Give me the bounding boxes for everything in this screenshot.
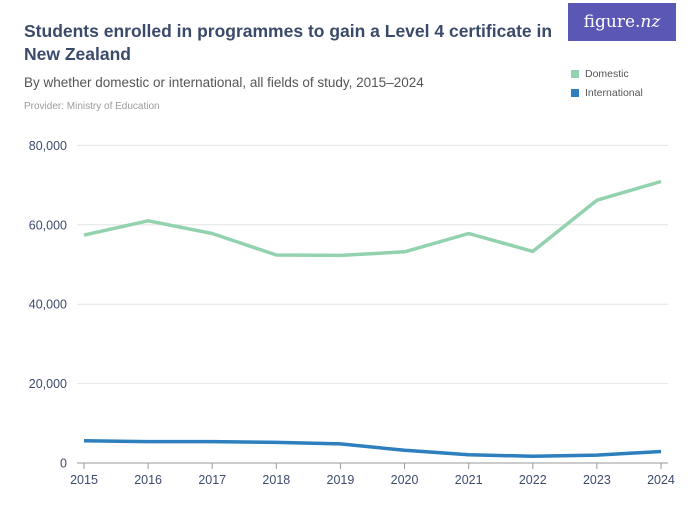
- legend-label-domestic: Domestic: [585, 68, 629, 80]
- legend-item-international: International: [571, 87, 643, 99]
- x-axis-year-label: 2022: [519, 473, 547, 487]
- y-axis-tick-label: 40,000: [29, 298, 67, 312]
- y-axis-tick-label: 20,000: [29, 377, 67, 391]
- figurenz-logo[interactable]: figure. nz: [568, 3, 676, 41]
- x-axis-year-label: 2021: [455, 473, 483, 487]
- legend-label-international: International: [585, 87, 643, 99]
- provider-credit: Provider: Ministry of Education: [24, 100, 160, 112]
- x-axis-year-label: 2015: [70, 473, 98, 487]
- figurenz-logo-nz: nz: [640, 12, 661, 32]
- legend-item-domestic: Domestic: [571, 68, 643, 80]
- chart-header: Students enrolled in programmes to gain …: [24, 20, 564, 112]
- page-title: Students enrolled in programmes to gain …: [24, 21, 553, 65]
- chart-subtitle: By whether domestic or international, al…: [24, 74, 424, 90]
- chart-legend: Domestic International: [571, 68, 643, 106]
- x-axis-year-label: 2020: [391, 473, 419, 487]
- domestic-swatch-icon: [571, 70, 579, 78]
- y-axis-tick-label: 80,000: [29, 139, 67, 153]
- figurenz-logo-text: figure.: [583, 12, 641, 32]
- domestic-line[interactable]: [83, 179, 662, 258]
- x-axis-year-label: 2019: [327, 473, 355, 487]
- y-axis-tick-label: 60,000: [29, 218, 67, 232]
- international-line[interactable]: [83, 439, 662, 459]
- x-axis-year-label: 2017: [198, 473, 226, 487]
- x-axis-year-label: 2024: [647, 473, 675, 487]
- y-axis-tick-label: 0: [60, 457, 67, 471]
- x-axis-year-label: 2023: [583, 473, 611, 487]
- x-axis-year-label: 2018: [262, 473, 290, 487]
- international-swatch-icon: [571, 89, 579, 97]
- x-axis-year-label: 2016: [134, 473, 162, 487]
